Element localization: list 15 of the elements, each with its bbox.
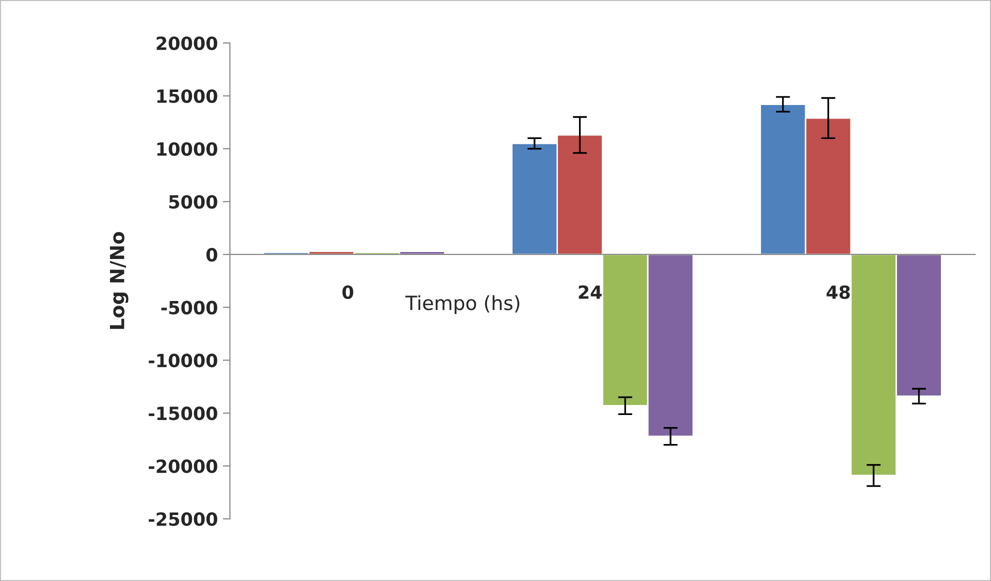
x-tick-label: 24 [578, 285, 602, 299]
y-tick-label: 15000 [157, 89, 218, 103]
y-axis-title: Log N/No [110, 232, 128, 329]
y-tick-label: -5000 [161, 300, 218, 314]
x-tick-label: 0 [342, 285, 354, 300]
y-tick-label: -10000 [148, 354, 218, 368]
y-tick-label: -15000 [148, 406, 218, 420]
y-tick-label: 0 [206, 248, 218, 262]
y-tick-label: -20000 [148, 459, 218, 474]
y-tick-label: 20000 [156, 36, 218, 50]
x-tick-label: 48 [826, 285, 850, 300]
x-axis-title: Tiempo (hs) [405, 295, 520, 314]
y-tick-label: -25000 [148, 512, 218, 526]
y-tick-label: 5000 [169, 195, 218, 209]
y-tick-label: 10000 [157, 142, 218, 156]
